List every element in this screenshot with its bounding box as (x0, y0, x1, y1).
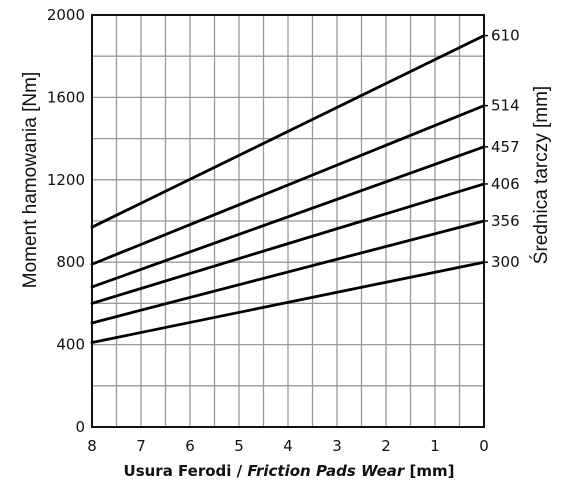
x-tick-label: 2 (381, 437, 391, 455)
x-tick-label: 8 (87, 437, 97, 455)
y-tick-label: 800 (56, 253, 85, 271)
series-label: 514 (491, 97, 520, 115)
series-line (90, 104, 486, 266)
series-label: 406 (491, 175, 520, 193)
y-tick-label: 1200 (47, 171, 85, 189)
y-tick-label: 2000 (47, 6, 85, 24)
x-axis-title-en: Friction Pads Wear (247, 462, 405, 480)
series-line (90, 182, 486, 305)
y-tick-label: 0 (75, 418, 85, 436)
y2-axis-title: Średnica tarczy [mm] (530, 86, 552, 264)
series-line (90, 219, 486, 325)
x-tick-label: 0 (479, 437, 489, 455)
series-line (90, 260, 486, 344)
x-tick-labels: 8 7 6 5 4 3 2 1 0 (87, 437, 489, 455)
y-axis-title: Moment hamowania [Nm] (20, 72, 41, 288)
series-label: 457 (491, 138, 520, 156)
x-tick-label: 1 (430, 437, 440, 455)
x-axis-title-unit: [mm] (404, 462, 454, 480)
x-axis-title-separator: / (231, 462, 247, 480)
x-tick-label: 5 (234, 437, 244, 455)
x-axis-title-it: Usura Ferodi (124, 462, 232, 480)
series-line (90, 145, 486, 289)
series-line (90, 34, 486, 229)
y-tick-label: 1600 (47, 88, 85, 106)
series-lines (90, 34, 486, 344)
x-tick-label: 6 (185, 437, 195, 455)
series-labels: 610 514 457 406 356 300 (484, 27, 520, 271)
series-label: 610 (491, 27, 520, 45)
y-tick-label: 400 (56, 336, 85, 354)
y-tick-labels: 0 400 800 1200 1600 2000 (47, 6, 85, 436)
x-tick-label: 7 (136, 437, 146, 455)
x-tick-label: 3 (332, 437, 342, 455)
grid (91, 15, 484, 427)
x-tick-label: 4 (283, 437, 293, 455)
series-label: 300 (491, 253, 520, 271)
x-axis-title: Usura Ferodi / Friction Pads Wear [mm] (124, 462, 455, 480)
series-label: 356 (491, 212, 520, 230)
